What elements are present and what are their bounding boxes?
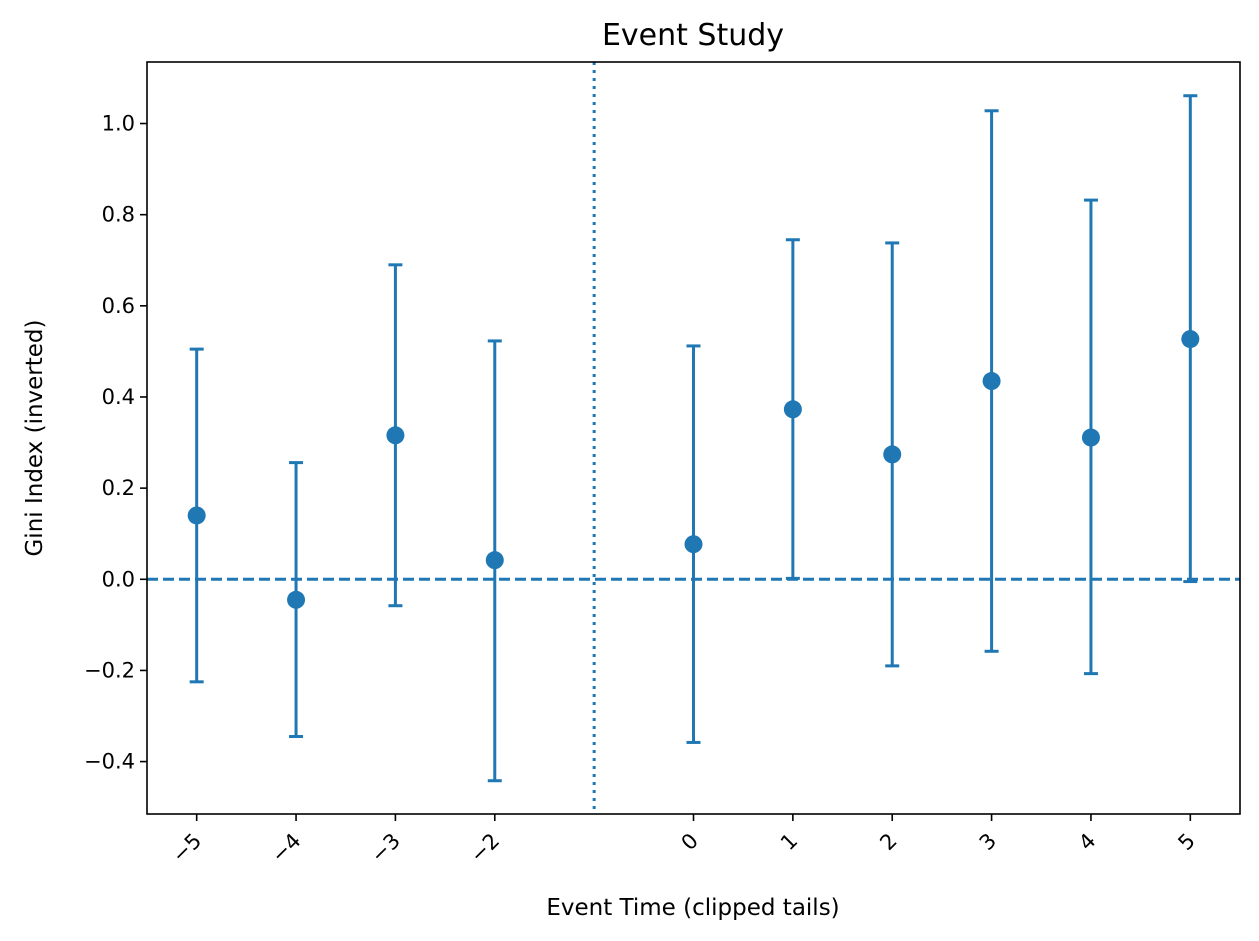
x-tick-label: −3 [366, 829, 405, 868]
y-tick-label: 0.8 [102, 203, 135, 227]
data-point [1081, 428, 1100, 447]
plot-area: −0.4 −0.2 0.0 0.2 0.4 0.6 0.8 1.0 −5 −4 −3 −2 0 1 2 3 4 5 [84, 62, 1240, 867]
data-point [485, 551, 504, 570]
x-tick-label: 3 [975, 829, 1001, 855]
x-tick-label: −4 [267, 829, 306, 868]
y-tick-label: 0.2 [102, 476, 135, 500]
x-tick-label: 0 [677, 829, 703, 855]
y-tick-label: −0.4 [84, 750, 135, 774]
data-point [386, 426, 405, 445]
y-tick-label: −0.2 [84, 658, 135, 682]
x-axis-label: Event Time (clipped tails) [546, 895, 839, 921]
data-point [982, 372, 1001, 391]
x-tick-label: 2 [875, 829, 901, 855]
y-tick-label: 0.0 [102, 567, 135, 591]
x-tick-label: −2 [465, 829, 504, 868]
y-tick-label: 1.0 [102, 112, 135, 136]
x-tick-label: −5 [167, 829, 206, 868]
data-point [287, 590, 306, 609]
y-axis-label: Gini Index (inverted) [22, 319, 48, 556]
y-tick-label: 0.6 [102, 294, 135, 318]
data-point [783, 400, 802, 419]
x-tick-label: 5 [1173, 829, 1199, 855]
x-tick-label: 1 [776, 829, 802, 855]
x-tick-label: 4 [1074, 829, 1100, 855]
data-point [684, 535, 703, 554]
y-tick-label: 0.4 [102, 385, 135, 409]
data-point [1181, 330, 1200, 349]
axes-frame [146, 61, 1241, 815]
data-point [883, 445, 902, 464]
data-point [187, 506, 206, 525]
chart-title: Event Study [602, 18, 784, 53]
